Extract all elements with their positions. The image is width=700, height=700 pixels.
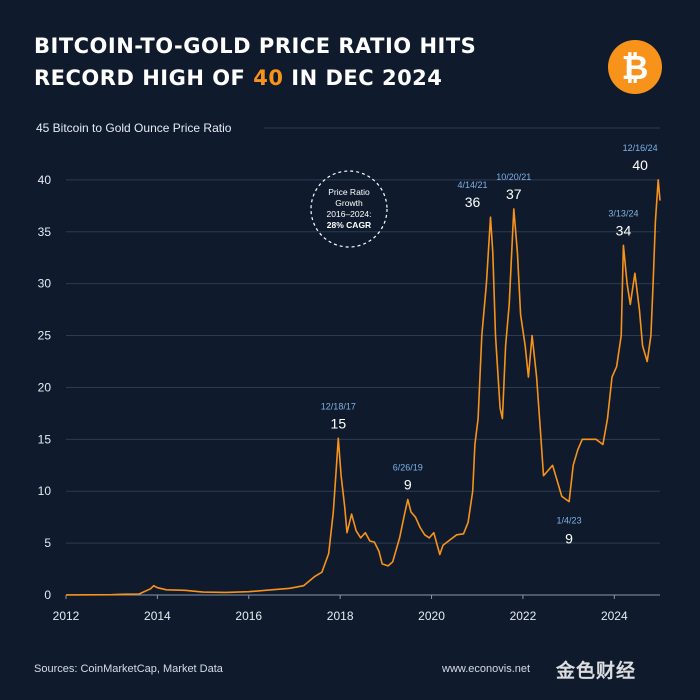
title-line-2-suffix: IN DEC 2024 — [283, 66, 443, 90]
y-tick-labels: 0 5 10 15 20 25 30 35 40 45 Bitcoin to Gold Ounce… — [36, 121, 232, 602]
annotation-date-6: 12/16/24 — [623, 143, 658, 153]
title-line-1: BITCOIN-TO-GOLD PRICE RATIO HITS — [34, 34, 477, 58]
gridlines — [66, 127, 660, 596]
y-tick-label-25: 25 — [38, 329, 52, 343]
y-tick-label-20: 20 — [38, 380, 52, 394]
annotation-date-0: 12/18/17 — [321, 401, 356, 411]
annotation-date-5: 3/13/24 — [608, 208, 638, 218]
series-line — [65, 179, 661, 596]
y-tick-label-10: 10 — [38, 484, 52, 498]
y-tick-label-45: 45 Bitcoin to Gold Ounce Price Ratio — [36, 121, 232, 135]
callout-line-3: 28% CAGR — [327, 220, 371, 230]
annotation-value-3: 37 — [506, 186, 522, 202]
footer-source: Sources: CoinMarketCap, Market Data — [34, 663, 223, 675]
y-tick-label-0: 0 — [44, 588, 51, 602]
y-tick-label-30: 30 — [38, 277, 52, 291]
title-highlight-value: 40 — [253, 66, 284, 90]
callout-line-1: Growth — [335, 198, 363, 208]
series-line-group — [65, 179, 661, 596]
x-tick-label-2012: 2012 — [53, 609, 80, 623]
annotation-value-6: 40 — [632, 157, 648, 173]
callout-circle — [310, 170, 388, 248]
x-tick-label-2018: 2018 — [327, 609, 354, 623]
callout-line-0: Price Ratio — [328, 187, 370, 197]
title-line-2: RECORD HIGH OF 40 IN DEC 2024 — [34, 62, 476, 94]
y-tick-label-35: 35 — [38, 225, 52, 239]
annotation-value-2: 36 — [465, 194, 481, 210]
annotations: 15 12/18/17 9 6/26/19 36 4/14/21 37 10/20/21 1/4… — [321, 143, 658, 547]
annotation-date-1: 6/26/19 — [393, 463, 423, 473]
x-tick-label-2020: 2020 — [418, 609, 445, 623]
bitcoin-icon: ₿ — [608, 40, 662, 94]
annotation-date-4: 1/4/23 — [557, 516, 582, 526]
annotation-value-4: 9 — [565, 531, 573, 547]
x-tick-label-2022: 2022 — [510, 609, 537, 623]
watermark: 金色财经 — [556, 660, 637, 682]
x-tick-label-2016: 2016 — [235, 609, 262, 623]
annotation-date-3: 10/20/21 — [496, 172, 531, 182]
annotation-value-1: 9 — [404, 477, 412, 493]
y-tick-label-40: 40 — [38, 173, 52, 187]
y-tick-label-5: 5 — [44, 536, 51, 550]
x-tick-label-2014: 2014 — [144, 609, 171, 623]
footer-site: www.econovis.net — [442, 663, 531, 675]
annotation-value-5: 34 — [616, 222, 632, 238]
title-line-2-prefix: RECORD HIGH OF — [34, 66, 254, 90]
y-tick-label-15: 15 — [38, 432, 52, 446]
annotation-value-0: 15 — [331, 415, 347, 431]
chart-title: BITCOIN-TO-GOLD PRICE RATIO HITS RECORD … — [34, 30, 476, 94]
annotation-date-2: 4/14/21 — [457, 180, 487, 190]
x-tick-label-2024: 2024 — [601, 609, 628, 623]
callout-line-2: 2016–2024: — [327, 209, 372, 219]
x-tick-labels: 2012 2014 2016 2018 2020 2022 2024 — [53, 595, 628, 623]
